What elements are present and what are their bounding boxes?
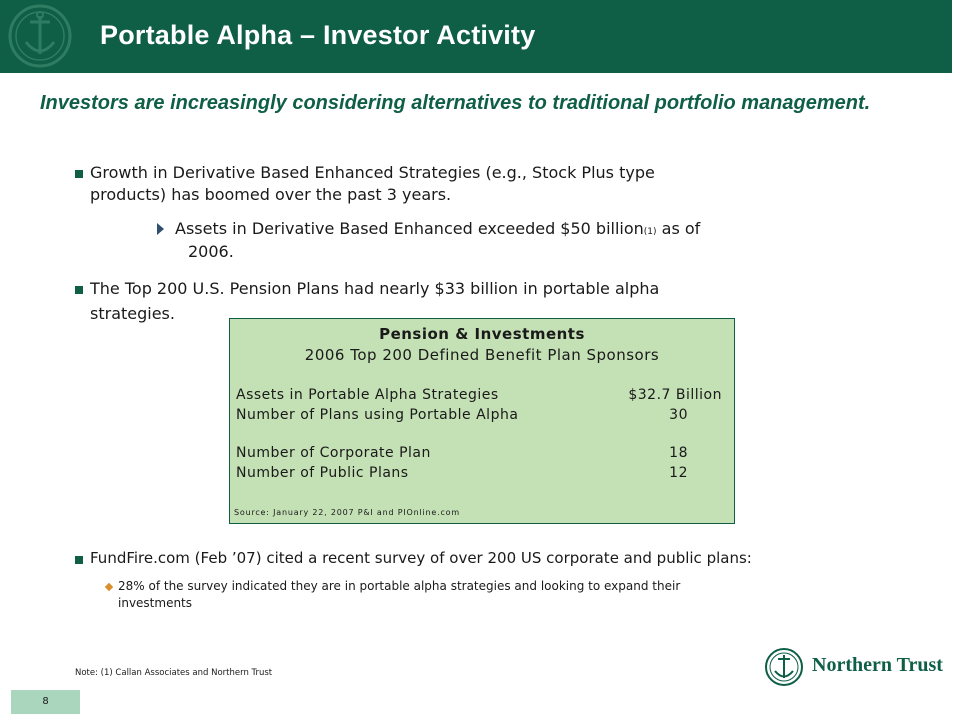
row-value: 12: [669, 465, 688, 481]
footnote-ref: (1): [643, 227, 657, 237]
box-source: Source: January 22, 2007 P&I and PIOnlin…: [234, 508, 460, 517]
sub-bullet-text: Assets in Derivative Based Enhanced exce…: [175, 218, 700, 243]
sub-bullet-tail: as of: [656, 219, 701, 238]
bullet-text: strategies.: [90, 304, 175, 323]
subtitle: Investors are increasingly considering a…: [40, 92, 871, 114]
row-label: Assets in Portable Alpha Strategies: [236, 387, 499, 403]
sub-bullet-text: 2006.: [188, 242, 234, 261]
bullet-text: Growth in Derivative Based Enhanced Stra…: [90, 163, 655, 182]
row-value: 30: [669, 407, 688, 423]
triangle-bullet-icon: [157, 223, 164, 235]
row-label: Number of Public Plans: [236, 465, 409, 481]
row-label: Number of Corporate Plan: [236, 445, 431, 461]
bullet-text: The Top 200 U.S. Pension Plans had nearl…: [90, 279, 660, 298]
header-bar: Portable Alpha – Investor Activity: [0, 0, 952, 73]
brand-name: Northern Trust: [812, 654, 943, 676]
footnote: Note: (1) Callan Associates and Northern…: [75, 668, 273, 678]
anchor-seal-icon: [765, 648, 803, 686]
box-subtitle: 2006 Top 200 Defined Benefit Plan Sponso…: [304, 346, 660, 364]
sub-bullet-text: investments: [118, 596, 193, 610]
sub-bullet-text: 28% of the survey indicated they are in …: [118, 579, 681, 593]
page-title: Portable Alpha – Investor Activity: [100, 20, 536, 50]
bullet-square-icon: [75, 170, 83, 178]
row-value: 18: [669, 445, 688, 461]
bullet-text: FundFire.com (Feb ’07) cited a recent su…: [90, 549, 752, 567]
page-number: 8: [11, 690, 80, 714]
anchor-seal-icon: [8, 4, 72, 68]
bullet-square-icon: [75, 556, 83, 564]
pension-investments-box: Pension & Investments 2006 Top 200 Defin…: [229, 318, 735, 524]
bullet-square-icon: [75, 286, 83, 294]
row-label: Number of Plans using Portable Alpha: [236, 407, 519, 423]
diamond-bullet-icon: [104, 582, 114, 592]
bullet-text: products) has boomed over the past 3 yea…: [90, 185, 452, 204]
row-value: $32.7 Billion: [628, 387, 722, 403]
box-title: Pension & Investments: [379, 325, 585, 343]
sub-bullet-main: Assets in Derivative Based Enhanced exce…: [175, 219, 644, 238]
